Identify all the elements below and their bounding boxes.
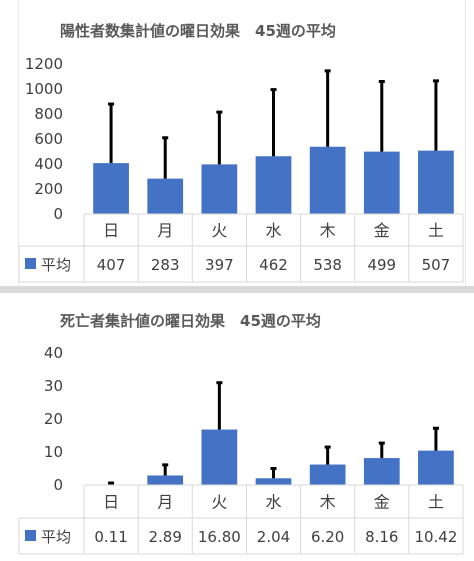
legend-swatch <box>25 530 36 541</box>
data-value: 538 <box>313 256 342 274</box>
data-value: 397 <box>205 256 234 274</box>
y-tick-label: 800 <box>34 105 63 123</box>
positive-cases-chart: 陽性者数集計値の曜日効果 45週の平均 0 200 400 600 800 1000 1200… <box>18 22 464 283</box>
y-tick-label: 0 <box>53 205 63 223</box>
y-tick-label: 30 <box>44 377 63 395</box>
category-label: 木 <box>320 493 336 512</box>
category-label: 水 <box>265 221 281 240</box>
category-label: 木 <box>320 221 336 240</box>
bar-5 <box>309 464 346 485</box>
bar-4 <box>255 156 292 214</box>
category-label: 火 <box>211 493 227 512</box>
legend-swatch <box>25 258 36 269</box>
category-label: 金 <box>374 221 390 240</box>
bar-2 <box>147 178 184 214</box>
data-value: 462 <box>259 256 288 274</box>
legend-label: 平均 <box>41 256 71 274</box>
bar-4 <box>255 478 292 485</box>
category-label: 金 <box>374 493 390 512</box>
y-tick-label: 20 <box>44 410 63 428</box>
sheet-column-line <box>465 0 466 286</box>
y-tick-label: 400 <box>34 155 63 173</box>
y-tick-label: 40 <box>44 344 63 362</box>
data-value: 2.89 <box>149 528 182 546</box>
bar-3 <box>201 429 238 485</box>
category-label: 水 <box>265 493 281 512</box>
bar-6 <box>363 151 400 214</box>
chart-title: 陽性者数集計値の曜日効果 45週の平均 <box>60 22 336 40</box>
sheet-column-line <box>18 0 19 286</box>
data-value: 10.42 <box>414 528 457 546</box>
data-value: 407 <box>97 256 126 274</box>
bar-7 <box>418 450 454 485</box>
bar-5 <box>309 146 346 214</box>
category-label: 土 <box>428 493 444 512</box>
y-tick-label: 1200 <box>25 55 63 73</box>
bar-3 <box>201 164 238 214</box>
data-value: 499 <box>367 256 396 274</box>
deaths-chart: 死亡者集計値の曜日効果 45週の平均 0 10 20 30 40 日 月 火 水 木 金 土 0.11 2.… <box>18 312 464 555</box>
category-label: 月 <box>157 493 173 512</box>
data-value: 16.80 <box>198 528 241 546</box>
category-label: 月 <box>157 221 173 240</box>
data-value: 507 <box>422 256 451 274</box>
y-tick-label: 0 <box>53 476 63 494</box>
data-value: 8.16 <box>365 528 398 546</box>
y-tick-label: 10 <box>44 443 63 461</box>
y-tick-label: 600 <box>34 130 63 148</box>
category-label: 日 <box>103 493 119 512</box>
data-value: 0.11 <box>94 528 127 546</box>
y-tick-label: 1000 <box>25 80 63 98</box>
chart-title: 死亡者集計値の曜日効果 45週の平均 <box>60 312 321 330</box>
y-tick-label: 200 <box>34 180 63 198</box>
category-label: 火 <box>211 221 227 240</box>
bar-6 <box>363 458 400 485</box>
data-value: 6.20 <box>311 528 344 546</box>
data-value: 283 <box>151 256 180 274</box>
positive-cases-chart-panel: 陽性者数集計値の曜日効果 45週の平均 0 200 400 600 800 1000 1200… <box>18 22 464 283</box>
deaths-chart-panel: 死亡者集計値の曜日効果 45週の平均 0 10 20 30 40 日 月 火 水 木 金 土 0.11 2.… <box>0 293 474 561</box>
bar-2 <box>147 475 184 485</box>
bar-1 <box>93 163 129 214</box>
data-value: 2.04 <box>257 528 290 546</box>
chart-divider <box>0 286 474 293</box>
category-label: 土 <box>428 221 444 240</box>
category-label: 日 <box>103 221 119 240</box>
bar-7 <box>418 150 454 214</box>
legend-label: 平均 <box>41 528 71 546</box>
